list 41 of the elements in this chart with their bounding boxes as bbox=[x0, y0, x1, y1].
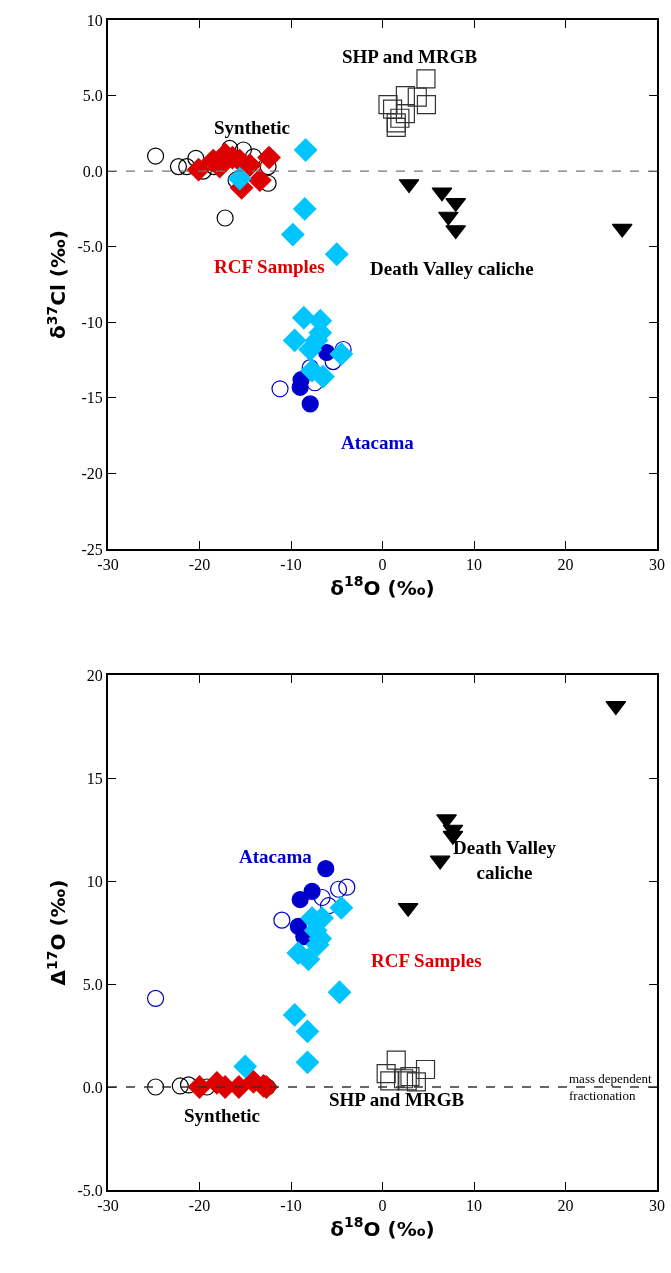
annotation: Synthetic bbox=[214, 117, 290, 138]
y-tick-label: -15 bbox=[81, 389, 103, 407]
x-tick-label: 0 bbox=[378, 556, 387, 574]
x-axis-title: δ$^{18}$O (‰) bbox=[330, 573, 435, 600]
y-tick-label: -20 bbox=[81, 465, 103, 483]
annotation: SHP and MRGB bbox=[342, 46, 478, 67]
y-tick-label: -10 bbox=[81, 313, 103, 331]
x-tick-label: -30 bbox=[97, 1197, 119, 1215]
x-tick-label: -10 bbox=[280, 1197, 302, 1215]
y-tick-label: 0.0 bbox=[82, 1078, 103, 1096]
x-tick-label: 0 bbox=[378, 1197, 387, 1215]
y-tick-label: 10 bbox=[86, 872, 103, 890]
y-tick-label: 10 bbox=[86, 11, 103, 29]
x-tick-label: 20 bbox=[557, 556, 574, 574]
annotation: Atacama bbox=[341, 432, 415, 453]
x-tick-label: 30 bbox=[649, 556, 665, 574]
annotation: Death Valley caliche bbox=[370, 258, 534, 279]
x-tick-label: 20 bbox=[557, 1197, 574, 1215]
y-tick-label: -5.0 bbox=[77, 1181, 103, 1199]
annotation: Atacama bbox=[239, 846, 313, 867]
annotation: Death Valley caliche bbox=[453, 837, 557, 883]
y-tick-label: 0.0 bbox=[82, 162, 103, 180]
x-tick-label: -20 bbox=[188, 1197, 211, 1215]
y-tick-label: 15 bbox=[86, 769, 103, 787]
x-tick-label: -30 bbox=[97, 556, 119, 574]
y-tick-label: -25 bbox=[81, 540, 103, 558]
x-tick-label: 10 bbox=[466, 556, 482, 574]
x-tick-label: 10 bbox=[466, 1197, 482, 1215]
annotation: Synthetic bbox=[184, 1105, 260, 1126]
y-tick-label: -5.0 bbox=[77, 238, 103, 256]
y-tick-label: 20 bbox=[86, 666, 103, 684]
x-tick-label: -20 bbox=[188, 556, 211, 574]
y-tick-label: 5.0 bbox=[82, 975, 103, 993]
x-tick-label: -10 bbox=[280, 556, 302, 574]
ref-line-label: mass dependent fractionation bbox=[569, 1071, 653, 1103]
x-axis-title: δ$^{18}$O (‰) bbox=[330, 1214, 435, 1241]
annotation: RCF Samples bbox=[214, 256, 325, 277]
y-tick-label: 5.0 bbox=[82, 87, 103, 105]
annotation: SHP and MRGB bbox=[329, 1089, 465, 1110]
annotation: RCF Samples bbox=[371, 950, 482, 971]
x-tick-label: 30 bbox=[649, 1197, 665, 1215]
